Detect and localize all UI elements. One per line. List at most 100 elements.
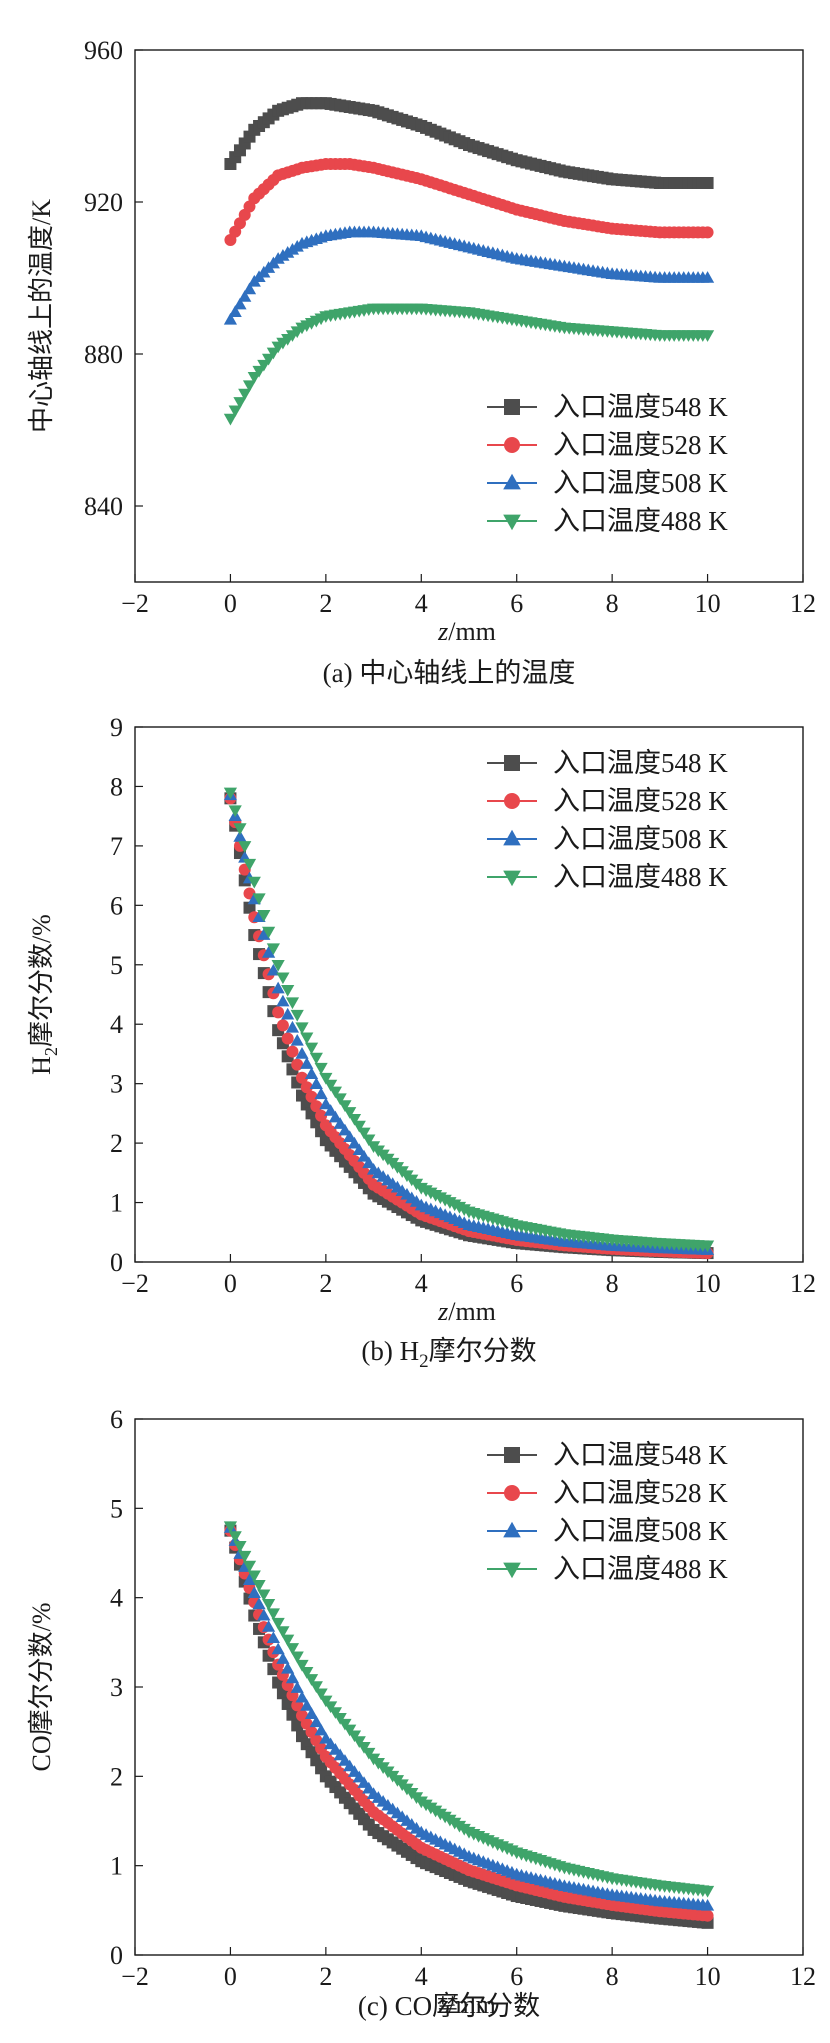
data-point: [701, 226, 714, 239]
data-point: [290, 1009, 304, 1022]
data-point: [223, 787, 238, 800]
data-point: [338, 1100, 352, 1112]
data-point: [228, 805, 242, 818]
data-point: [352, 1120, 366, 1133]
data-point: [281, 1697, 294, 1710]
data-point: [290, 1681, 304, 1693]
y-tick-label: 6: [110, 1405, 123, 1434]
legend-marker: [503, 514, 521, 531]
data-point: [700, 330, 715, 342]
y-axis-label: CO摩尔分数/%: [27, 1602, 56, 1771]
y-axis-label: H2摩尔分数/%: [27, 914, 61, 1075]
y-tick-label: 0: [110, 1248, 123, 1277]
data-point: [262, 945, 276, 958]
data-point: [700, 271, 715, 283]
data-point: [252, 1580, 266, 1592]
data-point: [262, 926, 276, 939]
data-point: [305, 1090, 318, 1103]
data-point: [223, 413, 238, 426]
y-tick-label: 880: [84, 340, 123, 369]
x-tick-label: 2: [319, 1962, 332, 1991]
data-point: [233, 397, 247, 409]
data-point: [701, 1909, 714, 1922]
x-tick-label: 10: [695, 589, 721, 618]
data-point: [233, 297, 247, 310]
series-3: [223, 1521, 715, 1898]
x-axis-label-var: z: [437, 1990, 448, 2019]
data-point: [242, 858, 257, 871]
y-tick-label: 960: [84, 36, 123, 65]
data-point: [276, 994, 290, 1007]
data-point: [285, 1671, 300, 1684]
x-tick-label: 4: [415, 589, 428, 618]
y-axis-label-part: 摩尔分数/%: [27, 914, 56, 1047]
y-tick-label: 840: [84, 492, 123, 521]
data-point: [343, 1130, 357, 1142]
data-point: [262, 1598, 276, 1611]
data-point: [309, 1052, 323, 1065]
data-point: [309, 1715, 323, 1728]
data-point: [257, 1589, 271, 1602]
series-1: [224, 158, 714, 246]
x-tick-label: 12: [790, 1962, 816, 1991]
x-tick-label: 0: [224, 1269, 237, 1298]
data-point: [257, 910, 271, 922]
series-0: [224, 97, 714, 189]
legend-marker: [503, 1521, 521, 1538]
legend-marker: [504, 1485, 520, 1501]
x-axis-label: z/mm: [437, 617, 496, 646]
panel-caption-part: 摩尔分数: [429, 1336, 537, 1366]
data-point: [238, 841, 252, 853]
data-point: [247, 1570, 261, 1583]
data-point: [276, 1019, 289, 1032]
data-point: [281, 1661, 295, 1674]
data-point: [304, 1674, 319, 1686]
legend-label: 入口温度548 K: [553, 748, 728, 778]
data-point: [309, 1077, 323, 1090]
y-axis-label-sub: 2: [41, 1047, 61, 1056]
x-tick-label: 4: [415, 1962, 428, 1991]
x-tick-label: 6: [510, 1962, 523, 1991]
y-tick-label: 0: [110, 1941, 123, 1970]
data-point: [233, 823, 247, 835]
x-tick-label: 8: [606, 589, 619, 618]
data-point: [291, 1058, 304, 1071]
x-tick-label: 10: [695, 1269, 721, 1298]
y-tick-label: 9: [110, 713, 123, 742]
y-tick-label: 1: [110, 1852, 123, 1881]
data-point: [315, 1109, 328, 1122]
series-2: [223, 225, 715, 325]
legend-label: 入口温度488 K: [553, 1554, 728, 1584]
data-point: [304, 1707, 319, 1719]
x-tick-label: 0: [224, 1962, 237, 1991]
data-point: [300, 1667, 314, 1679]
data-point: [242, 282, 257, 295]
data-point: [257, 928, 271, 940]
panel-caption: (b) H2摩尔分数: [361, 1336, 536, 1372]
data-point: [357, 1127, 371, 1140]
data-point: [276, 972, 290, 985]
data-point: [296, 1071, 308, 1084]
y-tick-label: 5: [110, 1494, 123, 1523]
data-point: [333, 1093, 347, 1106]
x-axis-label: z/mm: [437, 1297, 496, 1326]
legend-label: 入口温度508 K: [553, 824, 728, 854]
data-point: [257, 1608, 271, 1621]
x-tick-label: 8: [606, 1962, 619, 1991]
data-point: [314, 1062, 328, 1075]
data-point: [701, 177, 714, 189]
data-point: [319, 1097, 333, 1110]
data-point: [285, 1020, 300, 1033]
data-point: [281, 1634, 295, 1647]
data-point: [266, 943, 280, 956]
data-point: [271, 959, 285, 972]
y-tick-label: 920: [84, 188, 123, 217]
data-point: [291, 1719, 304, 1732]
data-point: [238, 290, 252, 302]
data-point: [300, 1081, 313, 1094]
legend-label: 入口温度528 K: [553, 786, 728, 816]
y-tick-label: 3: [110, 1673, 123, 1702]
data-point: [347, 1113, 362, 1126]
data-point: [262, 1620, 276, 1632]
